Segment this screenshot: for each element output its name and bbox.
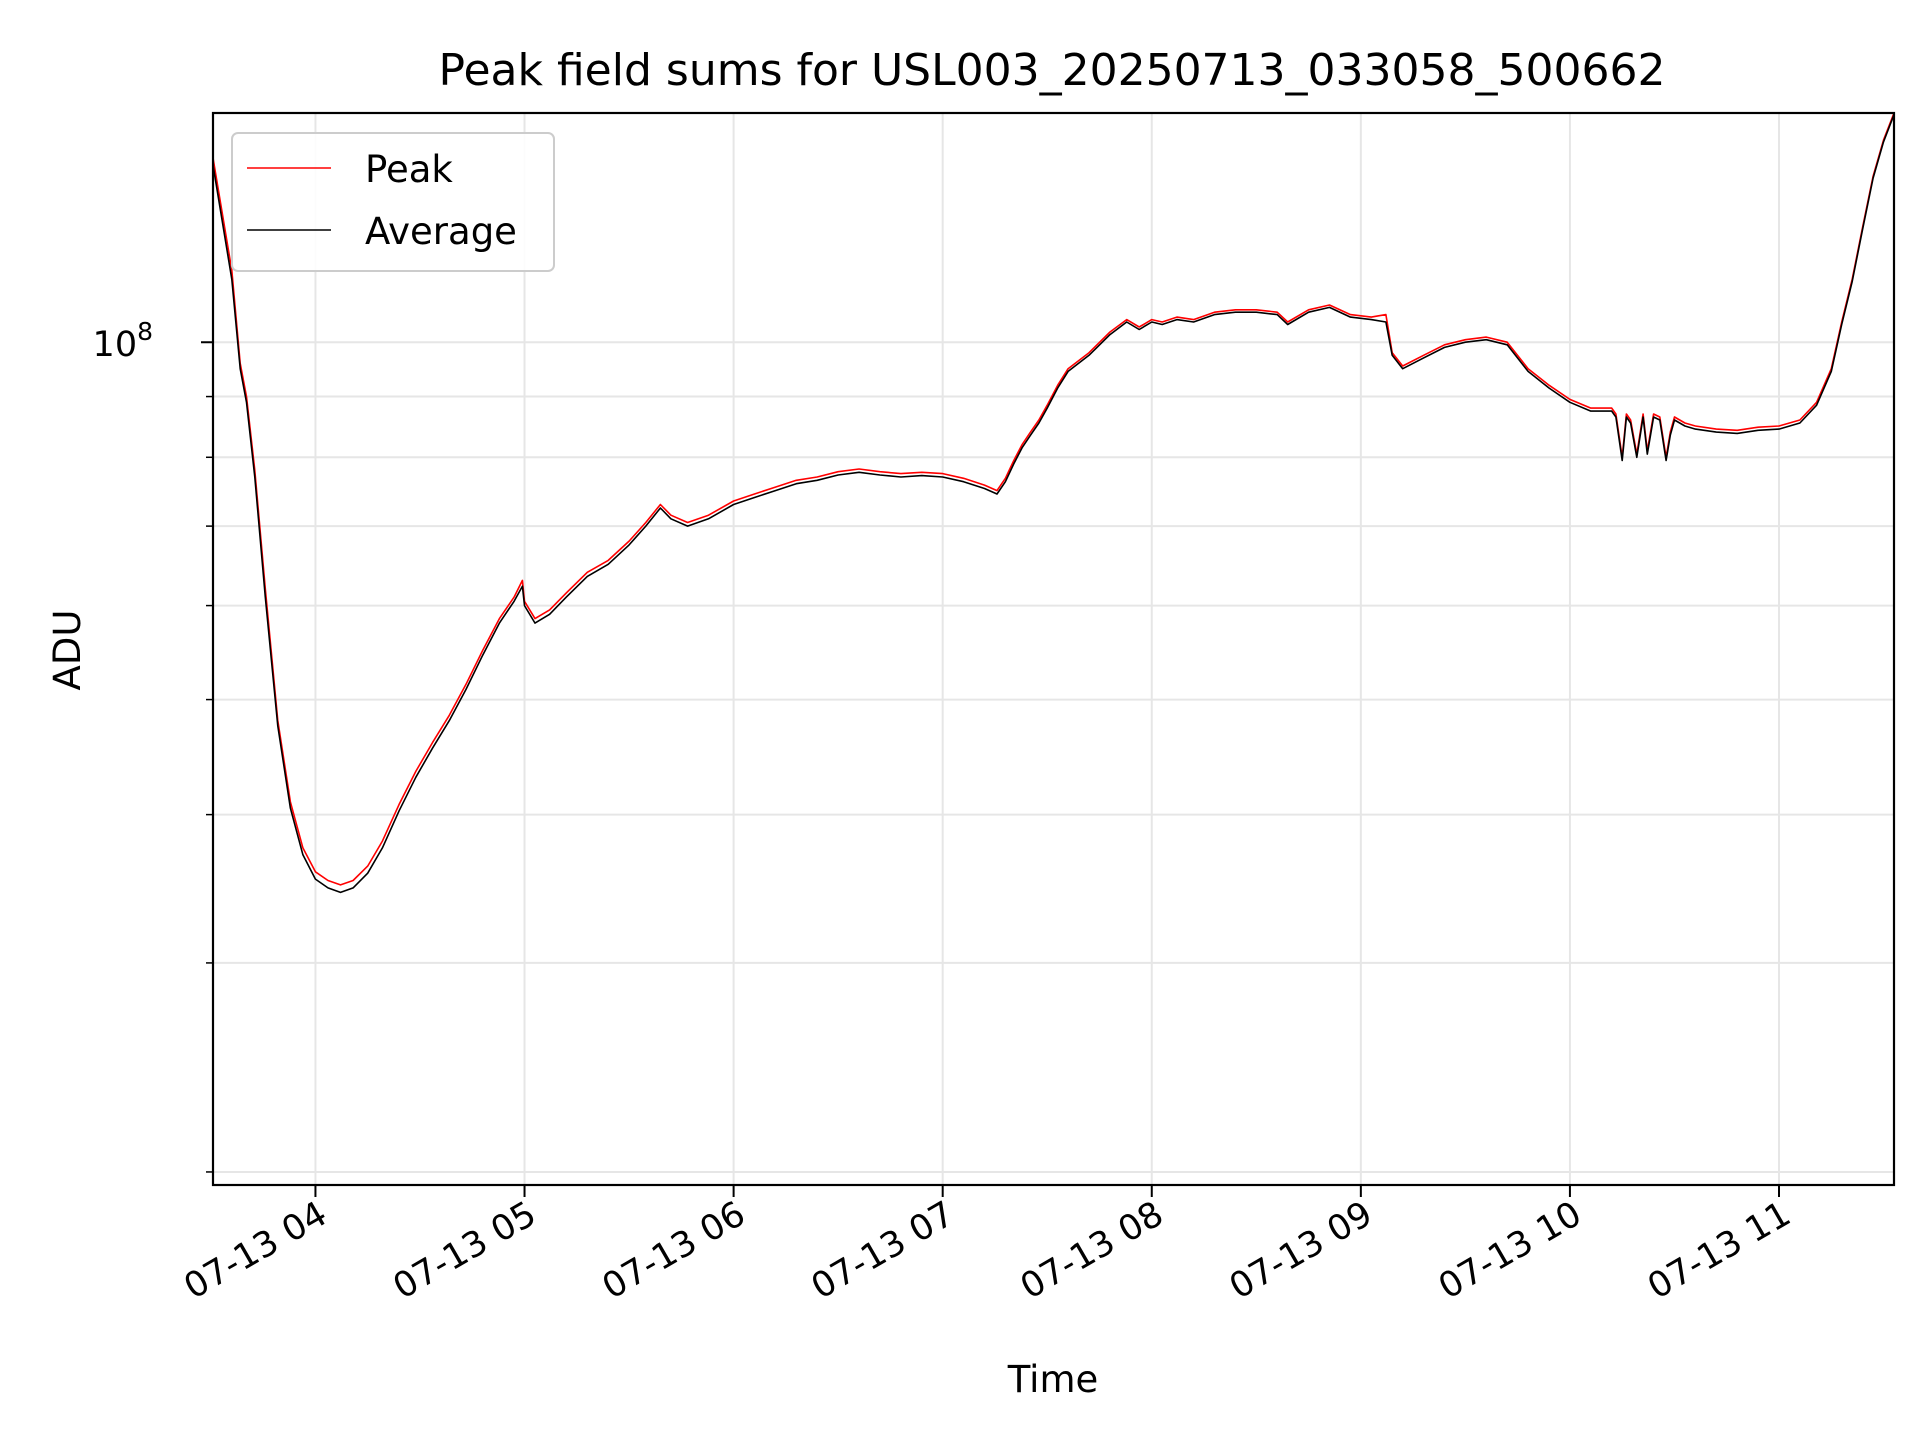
x-axis-label: Time <box>1007 1358 1099 1401</box>
y-tick-label-exponent: 8 <box>137 317 153 346</box>
y-tick-label: 108 <box>93 317 153 365</box>
y-axis: 108 <box>93 317 213 1173</box>
y-tick-label-base: 10 <box>93 325 138 365</box>
series-line-peak <box>213 113 1894 886</box>
legend-label-average: Average <box>365 210 517 253</box>
series-line-average <box>213 114 1894 894</box>
series-layer <box>213 113 1894 894</box>
legend: Peak Average <box>231 132 555 272</box>
chart-title: Peak field sums for USL003_20250713_0330… <box>439 45 1666 96</box>
legend-label-peak: Peak <box>365 148 453 191</box>
y-axis-label: ADU <box>46 610 89 691</box>
plot-area-frame <box>211 111 1896 1187</box>
grid-lines <box>213 113 1894 1185</box>
